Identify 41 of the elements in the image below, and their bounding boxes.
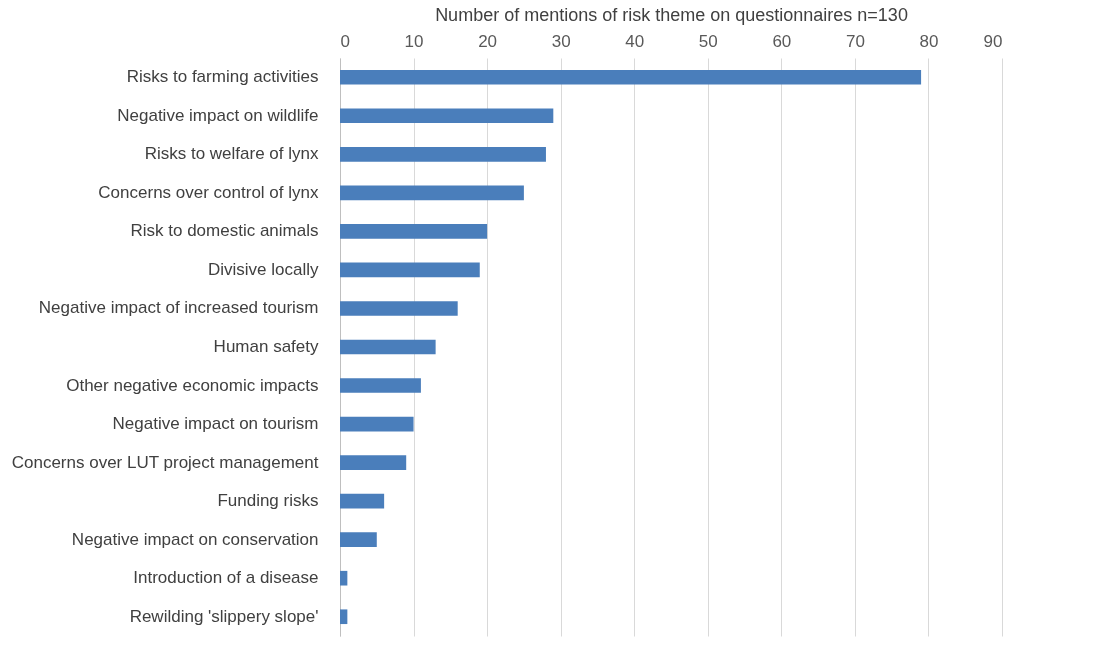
- x-tick-label: 10: [404, 31, 424, 51]
- bar: [340, 532, 377, 547]
- y-tick-label: Rewilding 'slippery slope': [129, 606, 319, 626]
- x-tick-label: 70: [845, 31, 865, 51]
- y-tick-label: Negative impact on conservation: [71, 529, 319, 549]
- bar: [340, 147, 546, 162]
- y-tick-label: Introduction of a disease: [133, 568, 319, 588]
- y-tick-label: Negative impact on wildlife: [117, 105, 319, 125]
- x-axis-title: Number of mentions of risk theme on questionnaires n=130: [435, 4, 908, 25]
- y-tick-label: Negative impact on tourism: [112, 414, 319, 434]
- bar: [340, 224, 488, 239]
- bar: [340, 69, 922, 85]
- x-tick-label: 90: [983, 31, 1003, 51]
- y-tick-label: Concerns over control of lynx: [98, 182, 319, 202]
- x-tick-label: 60: [772, 31, 792, 51]
- y-tick-label: Concerns over LUT project management: [11, 452, 319, 472]
- bar: [340, 185, 524, 201]
- x-tick-label: 40: [625, 31, 645, 51]
- bar: [340, 108, 554, 124]
- x-tick-label: 0: [340, 31, 350, 51]
- y-tick-label: Other negative economic impacts: [66, 375, 319, 395]
- x-tick-label: 30: [551, 31, 571, 51]
- bar: [340, 609, 348, 625]
- y-tick-label: Risks to welfare of lynx: [144, 144, 319, 164]
- bar: [340, 262, 480, 278]
- y-tick-label: Human safety: [213, 337, 319, 356]
- bar: [340, 339, 436, 355]
- y-tick-label: Divisive locally: [207, 259, 319, 279]
- x-tick-label: 20: [478, 31, 498, 51]
- bar: [340, 570, 348, 586]
- bar: [340, 493, 385, 509]
- bar: [340, 455, 407, 470]
- x-tick-label: 50: [698, 31, 718, 51]
- bar: [340, 378, 421, 393]
- x-tick-label: 80: [919, 31, 939, 51]
- bar: [340, 416, 414, 432]
- bar: [340, 301, 458, 316]
- y-tick-label: Funding risks: [217, 491, 319, 511]
- y-tick-label: Negative impact of increased tourism: [38, 298, 319, 318]
- y-tick-label: Risk to domestic animals: [130, 221, 319, 241]
- y-tick-label: Risks to farming activities: [126, 67, 319, 87]
